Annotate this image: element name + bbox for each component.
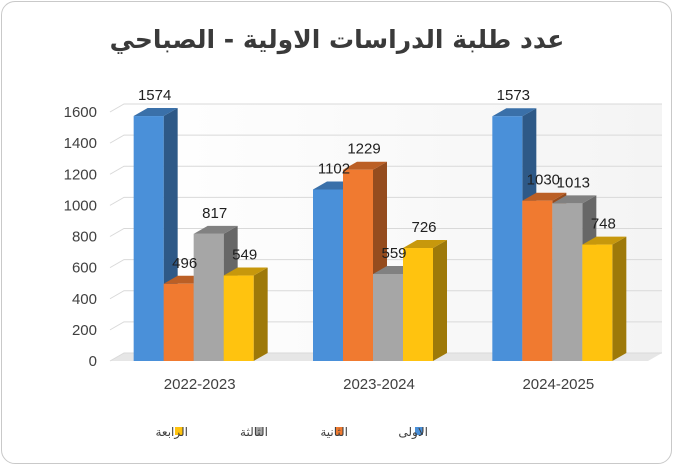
bar-front — [343, 169, 373, 361]
data-label: 1573 — [497, 87, 530, 104]
data-label: 1030 — [527, 172, 560, 189]
legend-swatch — [255, 427, 263, 435]
bar-front — [223, 275, 254, 361]
x-tick-label: 2022-2023 — [164, 376, 236, 393]
bar-front — [522, 200, 553, 361]
data-label: 1229 — [347, 141, 380, 158]
data-label: 1013 — [557, 174, 590, 191]
bar-top — [133, 108, 178, 117]
x-tick-label: 2024-2025 — [522, 376, 594, 393]
bar-front — [582, 244, 613, 361]
gridline — [109, 259, 662, 269]
bar-side — [612, 236, 627, 361]
bar-top — [223, 267, 268, 276]
legend-swatch — [415, 427, 423, 435]
legend-label: الرابعة — [155, 425, 188, 440]
bar-front — [403, 248, 433, 361]
bar-top — [343, 161, 387, 170]
legend-swatch — [335, 427, 343, 435]
data-label: 496 — [172, 255, 197, 272]
bar-side — [253, 267, 268, 361]
bar-top — [403, 240, 447, 249]
legend-item: الثالثة — [240, 425, 268, 439]
gridline — [109, 321, 662, 331]
data-label: 1574 — [138, 87, 171, 104]
bar-front — [313, 189, 343, 361]
bar-top — [552, 195, 597, 204]
gridline — [109, 196, 662, 206]
y-tick-label: 600 — [72, 260, 97, 277]
chart-title: عدد طلبة الدراسات الاولية - الصباحي — [110, 25, 565, 55]
y-tick-label: 1000 — [64, 197, 97, 214]
bar-top — [582, 236, 627, 245]
data-label: 549 — [232, 247, 257, 264]
x-tick-label: 2023-2024 — [343, 376, 415, 393]
data-label: 1102 — [318, 161, 350, 178]
y-tick-label: 0 — [89, 353, 97, 370]
legend-item: الرابعة — [155, 425, 188, 440]
gridline — [109, 165, 662, 175]
legend-swatch — [175, 427, 183, 435]
bar-front — [193, 233, 224, 361]
legend-label: الاولى — [398, 425, 428, 440]
bar-top — [492, 108, 537, 117]
data-label: 559 — [381, 245, 406, 262]
data-label: 748 — [591, 216, 616, 233]
gridline — [109, 134, 662, 144]
bar — [582, 236, 627, 361]
y-tick-label: 1600 — [64, 104, 97, 121]
legend-item: الثانية — [320, 425, 348, 439]
y-tick-label: 1400 — [64, 135, 97, 152]
bar-top — [193, 225, 238, 234]
bar-front — [552, 203, 583, 361]
data-label: 817 — [202, 205, 227, 222]
gridline — [109, 290, 662, 300]
bar-side — [433, 240, 447, 361]
bar-front — [492, 116, 523, 361]
bar-top — [522, 192, 567, 201]
bar-front — [373, 274, 403, 361]
gridline — [109, 103, 662, 113]
bar — [223, 267, 268, 361]
y-tick-label: 200 — [72, 322, 97, 339]
y-tick-label: 800 — [72, 229, 97, 246]
bar-front — [163, 283, 194, 361]
bar — [403, 240, 447, 361]
legend-label: الثالثة — [240, 425, 268, 439]
y-tick-label: 1200 — [64, 166, 97, 183]
data-label: 726 — [411, 219, 436, 236]
bar-front — [133, 116, 164, 361]
legend-label: الثانية — [320, 425, 348, 439]
legend-item: الاولى — [398, 425, 428, 440]
gridline — [109, 228, 662, 237]
gridline — [109, 352, 662, 362]
y-tick-label: 400 — [72, 291, 97, 308]
